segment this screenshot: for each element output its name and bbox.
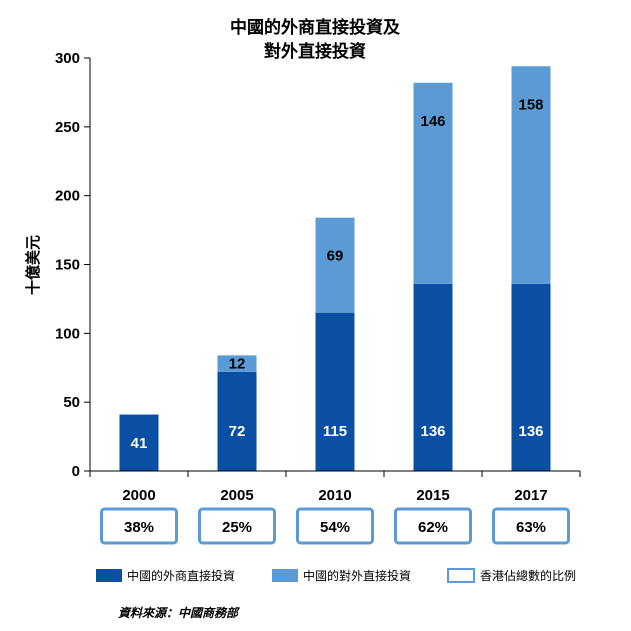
y-tick-label: 250 (55, 119, 80, 136)
x-axis-categories: 2000 2005 2010 2015 2017 (122, 487, 547, 504)
legend-swatch-fdi (96, 569, 122, 582)
hk-share-value: 63% (516, 519, 546, 536)
chart-title-line-1: 中國的外商直接投資及 (230, 17, 401, 38)
legend: 中國的外商直接投資 中國的對外直接投資 香港佔總數的比例 (96, 568, 576, 583)
data-label-odi: 158 (518, 96, 543, 113)
bar-odi (511, 66, 551, 284)
hk-share-value: 38% (124, 519, 154, 536)
data-label-odi: 69 (327, 248, 344, 265)
chart-title: 中國的外商直接投資及 對外直接投資 (230, 17, 401, 62)
data-label-fdi: 41 (131, 435, 148, 452)
data-label-fdi: 72 (229, 423, 246, 440)
legend-swatch-hk-share (447, 568, 475, 583)
y-tick-label: 150 (55, 257, 80, 274)
y-tick-label: 0 (72, 463, 80, 480)
hk-share-boxes: 38% 25% 54% 62% 63% (100, 507, 570, 545)
x-category-label: 2010 (318, 487, 351, 504)
x-category-label: 2000 (122, 487, 155, 504)
y-axis-label: 十億美元 (24, 235, 42, 295)
data-label-odi: 146 (420, 113, 445, 130)
x-category-label: 2005 (220, 487, 253, 504)
bars: 41 72 12 115 69 136 146 136 158 (119, 66, 551, 471)
hk-share-box (492, 507, 570, 545)
data-label-fdi: 136 (420, 423, 445, 440)
legend-label-hk-share: 香港佔總數的比例 (480, 568, 576, 583)
legend-swatch-odi (272, 569, 298, 582)
bar-fdi (119, 414, 159, 471)
legend-label-odi: 中國的對外直接投資 (303, 568, 411, 583)
x-category-label: 2015 (416, 487, 449, 504)
y-tick-label: 50 (63, 394, 80, 411)
hk-share-value: 54% (320, 519, 350, 536)
legend-label-fdi: 中國的外商直接投資 (127, 568, 235, 583)
y-tick-label: 300 (55, 50, 80, 67)
bar-odi (315, 217, 355, 313)
y-tick-label: 100 (55, 325, 80, 342)
bar-odi (217, 355, 257, 372)
hk-share-box (198, 507, 276, 545)
chart-title-line-2: 對外直接投資 (264, 41, 366, 62)
bar-fdi (413, 283, 453, 471)
axes (89, 58, 581, 477)
hk-share-value: 62% (418, 519, 448, 536)
hk-share-value: 25% (222, 519, 252, 536)
y-axis-ticks: 0 50 100 150 200 250 300 (55, 50, 90, 480)
bar-fdi (315, 312, 355, 471)
bar-fdi (217, 371, 257, 471)
hk-share-box (394, 507, 472, 545)
x-category-label: 2017 (514, 487, 547, 504)
data-label-fdi: 136 (518, 423, 543, 440)
source-note: 資料來源：中國商務部 (118, 606, 240, 620)
data-label-fdi: 115 (323, 423, 347, 440)
hk-share-box (100, 507, 178, 545)
bar-odi (413, 82, 453, 284)
hk-share-box (296, 507, 374, 545)
bar-fdi (511, 283, 551, 471)
data-label-odi: 12 (229, 356, 246, 373)
y-tick-label: 200 (55, 188, 80, 205)
